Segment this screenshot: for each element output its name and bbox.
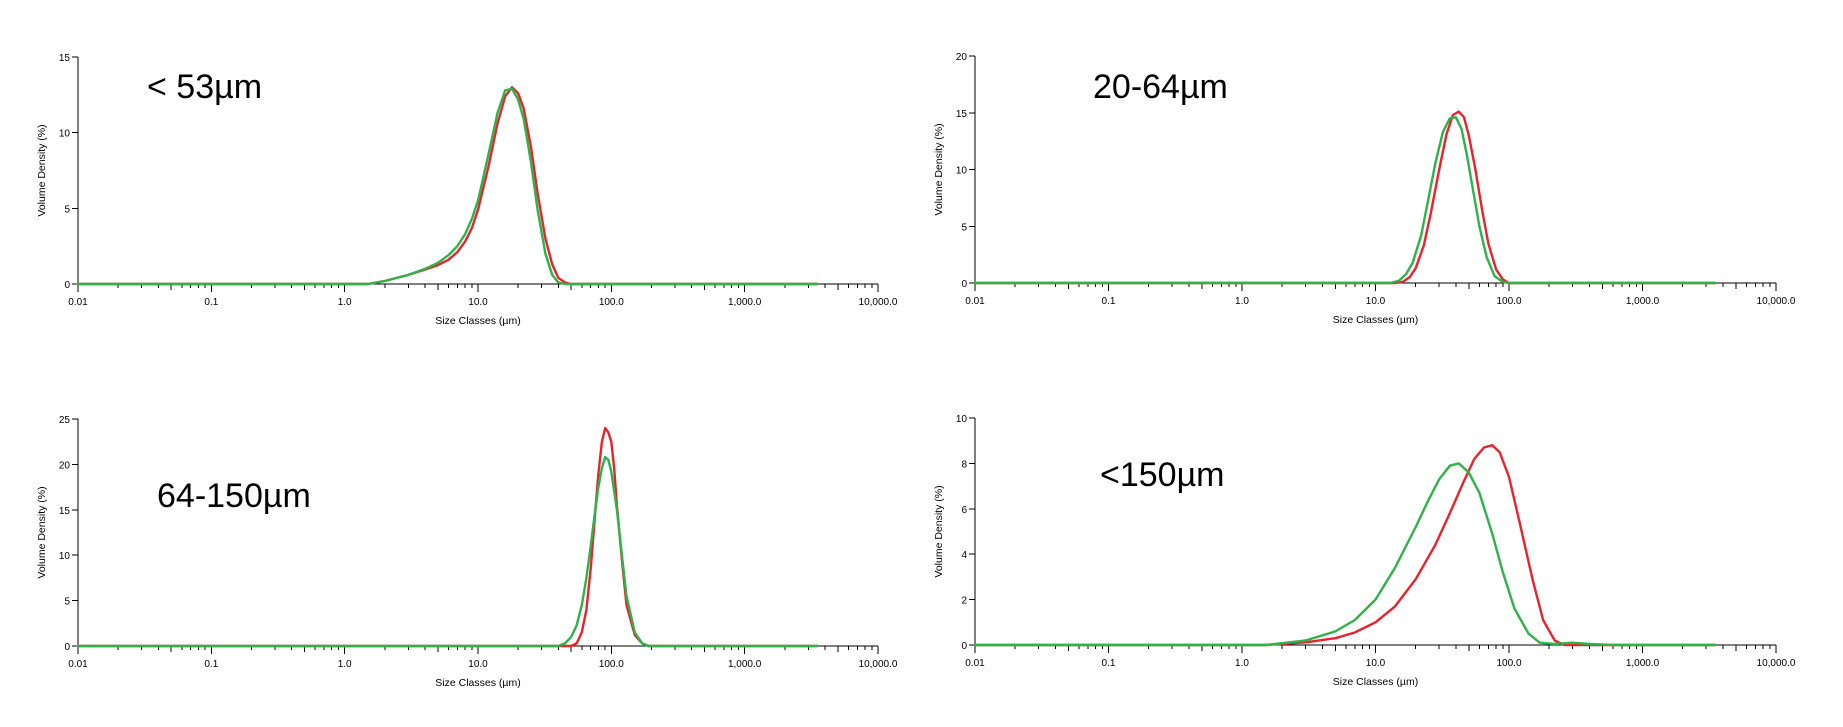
x-tick-label: 1.0 (338, 659, 352, 670)
series-line-2 (76, 87, 819, 286)
y-tick-label: 10 (956, 166, 968, 177)
y-tick-label: 2 (961, 596, 967, 607)
x-tick-label: 0.01 (965, 296, 985, 307)
y-axis-title: Volume Density (%) (36, 486, 48, 578)
y-tick-label: 0 (64, 280, 70, 291)
chart-panel-1: 0 5 10 15 0.01 0.1 1.0 10.0 100.0 1,000.0 10,000.0… (36, 53, 898, 327)
x-tick-label: 10,000.0 (1757, 658, 1796, 669)
panel-title: 64-150µm (157, 477, 311, 515)
x-tick-label: 0.1 (204, 297, 218, 308)
y-tick-label: 4 (961, 550, 967, 561)
y-tick-label: 25 (59, 415, 71, 426)
x-tick-label: 10,000.0 (859, 659, 898, 670)
y-tick-label: 0 (64, 642, 70, 653)
x-tick-label: 10.0 (1366, 658, 1386, 669)
series-line-2 (973, 462, 1717, 647)
series-line-1 (76, 426, 819, 648)
x-tick-label: 0.01 (965, 658, 985, 669)
y-tick-label: 10 (59, 551, 71, 562)
panel-title: < 53µm (147, 68, 262, 106)
y-tick-label: 10 (59, 129, 71, 140)
chart-panel-4: 0 2 4 6 8 10 0.01 0.1 1.0 10.0 100.0 1,000.0 10,000.… (933, 414, 1796, 688)
x-axis-title: Size Classes (µm) (1333, 314, 1418, 326)
x-tick-label: 10.0 (1366, 296, 1386, 307)
x-tick-label: 0.1 (1102, 658, 1116, 669)
x-tick-label: 10,000.0 (1757, 296, 1796, 307)
x-tick-label: 0.1 (204, 659, 218, 670)
x-tick-label: 100.0 (1496, 296, 1521, 307)
x-tick-label: 10.0 (468, 297, 488, 308)
x-tick-label: 1,000.0 (1626, 658, 1660, 669)
y-tick-label: 5 (961, 222, 967, 233)
y-axis-title: Volume Density (%) (36, 124, 48, 216)
x-tick-label: 100.0 (599, 659, 624, 670)
y-tick-label: 15 (59, 53, 71, 64)
y-tick-label: 0 (961, 279, 967, 290)
x-tick-label: 1.0 (1235, 296, 1249, 307)
y-tick-label: 15 (59, 506, 71, 517)
y-tick-label: 8 (961, 459, 967, 470)
x-tick-label: 10,000.0 (859, 297, 898, 308)
y-axis-title: Volume Density (%) (933, 123, 945, 215)
x-tick-label: 1,000.0 (728, 297, 762, 308)
x-tick-label: 1,000.0 (1626, 296, 1660, 307)
y-tick-label: 15 (956, 109, 968, 120)
y-axis-title: Volume Density (%) (933, 485, 945, 577)
x-tick-label: 0.1 (1102, 296, 1116, 307)
y-tick-label: 5 (64, 204, 70, 215)
series-line-2 (76, 455, 819, 648)
chart-panel-2: 0 5 10 15 20 0.01 0.1 1.0 10.0 100.0 1,000.0 10,000… (933, 52, 1796, 326)
y-tick-label: 20 (59, 460, 71, 471)
y-tick-label: 6 (961, 505, 967, 516)
x-tick-label: 100.0 (1496, 658, 1521, 669)
x-tick-label: 1,000.0 (728, 659, 762, 670)
x-axis-title: Size Classes (µm) (435, 677, 520, 689)
x-tick-label: 100.0 (599, 297, 624, 308)
x-tick-label: 0.01 (68, 297, 88, 308)
x-tick-label: 10.0 (468, 659, 488, 670)
x-tick-label: 0.01 (68, 659, 88, 670)
y-tick-label: 0 (961, 641, 967, 652)
x-tick-label: 1.0 (338, 297, 352, 308)
chart-panel-3: 0 5 10 15 20 25 0.01 0.1 1.0 10.0 100.0 1,000.0 10,0… (36, 415, 898, 689)
series-line-2 (973, 116, 1717, 285)
y-tick-label: 20 (956, 52, 968, 63)
x-axis-title: Size Classes (µm) (435, 315, 520, 327)
y-tick-label: 5 (64, 597, 70, 608)
series-line-1 (973, 110, 1717, 285)
x-axis-title: Size Classes (µm) (1333, 676, 1418, 688)
panel-title: <150µm (1100, 456, 1225, 494)
series-line-1 (973, 444, 1717, 647)
y-tick-label: 10 (956, 414, 968, 425)
panel-title: 20-64µm (1093, 68, 1228, 106)
x-tick-label: 1.0 (1235, 658, 1249, 669)
